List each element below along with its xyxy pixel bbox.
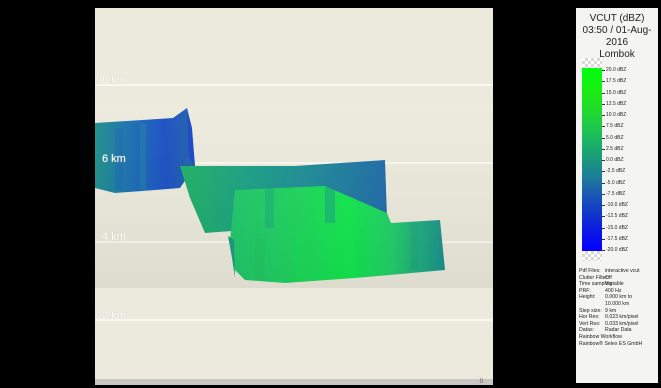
info-value: 0.000 km to [605, 294, 633, 301]
info-value: 10.000 km [605, 300, 630, 307]
legend-tick [602, 160, 605, 161]
info-key: PRF: [579, 287, 591, 294]
legend-tick [602, 137, 605, 139]
info-row: Pdf Files: interactive vcut [579, 268, 657, 275]
product-datetime: 03:50 / 01-Aug-2016 [582, 25, 652, 48]
legend-label: 7.5 dBZ [606, 123, 624, 130]
legend-tick [602, 115, 605, 116]
info-key: Time sampling: [579, 281, 614, 288]
info-row: Step size: 9 km [579, 308, 657, 315]
info-key [579, 301, 605, 308]
echo-plot-canvas [95, 84, 493, 321]
info-key: Height: [579, 294, 596, 301]
info-row: Hor Res: 0.023 km/pixel [579, 314, 657, 321]
info-footer-copyright: Rainbow® Selex ES GmbH [579, 340, 643, 347]
legend-label: -7.5 dBZ [606, 190, 626, 197]
legend-tick [602, 216, 605, 218]
info-footer-workflow: Rainbow Workflow [579, 333, 622, 340]
legend-tick [602, 193, 605, 195]
legend-tick [602, 238, 605, 240]
vertical-cut-plot[interactable]: 8 km 6 km 4 km 2 km 0 [95, 8, 493, 385]
info-rows: Pdf Files: interactive vcut Clutter Filter… [579, 268, 657, 334]
altitude-label-4km: 4 km [102, 231, 126, 243]
info-value: 0.023 km/pixel [605, 314, 639, 321]
legend-colorbar [582, 68, 602, 251]
altitude-label-8km: 8 km [102, 74, 126, 86]
product-location: Lombok [599, 49, 635, 60]
legend-label: 20.0 dBZ [606, 67, 627, 73]
info-value: 400 Hz [605, 287, 622, 294]
legend-tick [602, 92, 605, 94]
legend-label: -17.5 dBZ [606, 235, 628, 242]
legend-label: -12.5 dBZ [606, 213, 628, 220]
legend-overflow-swatch [582, 58, 602, 68]
info-row: Vert Res: 0.033 km/pixel [579, 321, 657, 328]
legend-underflow-swatch [582, 251, 602, 261]
product-info: Pdf Files: interactive vcut Clutter Filter… [579, 268, 657, 347]
info-key: Step size: [579, 307, 602, 314]
info-row: Clutter Filter: Off [579, 275, 657, 282]
legend-tick [602, 148, 605, 150]
info-value: 0.033 km/pixel [605, 320, 639, 327]
bottom-axis-number: 0 [479, 379, 483, 385]
color-legend: 20.0 dBZ 17.5 dBZ 15.0 dBZ 12.5 dBZ 10.0 dBZ… [579, 58, 657, 263]
legend-label: 17.5 dBZ [606, 78, 627, 85]
legend-tick [602, 126, 605, 128]
legend-tick [602, 171, 605, 173]
legend-tick [602, 70, 605, 71]
legend-tick [602, 250, 605, 251]
info-value: Off [605, 274, 612, 281]
legend-tick [602, 227, 605, 229]
info-key: Vert Res: [579, 320, 601, 327]
info-key: Pdf Files: [579, 268, 601, 274]
legend-tick [602, 103, 605, 105]
horizontal-scrollbar[interactable]: 0 [95, 379, 493, 385]
legend-label: -20.0 dBZ [606, 247, 628, 253]
legend-label: -5.0 dBZ [606, 179, 626, 186]
info-value: interactive vcut [605, 268, 640, 274]
info-key: Datas: [579, 327, 594, 334]
altitude-label-6km: 6 km [102, 153, 126, 165]
info-key: Clutter Filter: [579, 274, 609, 281]
legend-label: -2.5 dBZ [606, 168, 626, 175]
product-title: VCUT (dBZ) [589, 13, 645, 24]
info-row: Time sampling: Variable [579, 281, 657, 288]
info-row: Height: 0.000 km to [579, 294, 657, 301]
legend-label: 0.0 dBZ [606, 157, 624, 163]
legend-tick [602, 182, 605, 184]
legend-label: -10.0 dBZ [606, 202, 628, 208]
legend-label: 5.0 dBZ [606, 134, 624, 141]
info-value: Radar Data [605, 327, 632, 334]
legend-tick [602, 205, 605, 206]
altitude-label-2km: 2 km [102, 310, 126, 322]
info-row: PRF: 400 Hz [579, 288, 657, 295]
info-sidepanel: VCUT (dBZ) 03:50 / 01-Aug-2016 Lombok 20… [576, 8, 658, 383]
panel-header: VCUT (dBZ) 03:50 / 01-Aug-2016 Lombok [576, 8, 658, 61]
info-value: Variable [605, 281, 624, 288]
legend-tick [602, 81, 605, 83]
info-row: Datas: Radar Data [579, 327, 657, 334]
legend-label: -15.0 dBZ [606, 224, 628, 231]
legend-label: 12.5 dBZ [606, 100, 627, 107]
info-key: Hor Res: [579, 314, 600, 321]
legend-label: 10.0 dBZ [606, 112, 627, 118]
legend-label: 2.5 dBZ [606, 145, 624, 152]
legend-label: 15.0 dBZ [606, 89, 627, 96]
info-row: 10.000 km [579, 301, 657, 308]
info-value: 9 km [605, 307, 617, 314]
